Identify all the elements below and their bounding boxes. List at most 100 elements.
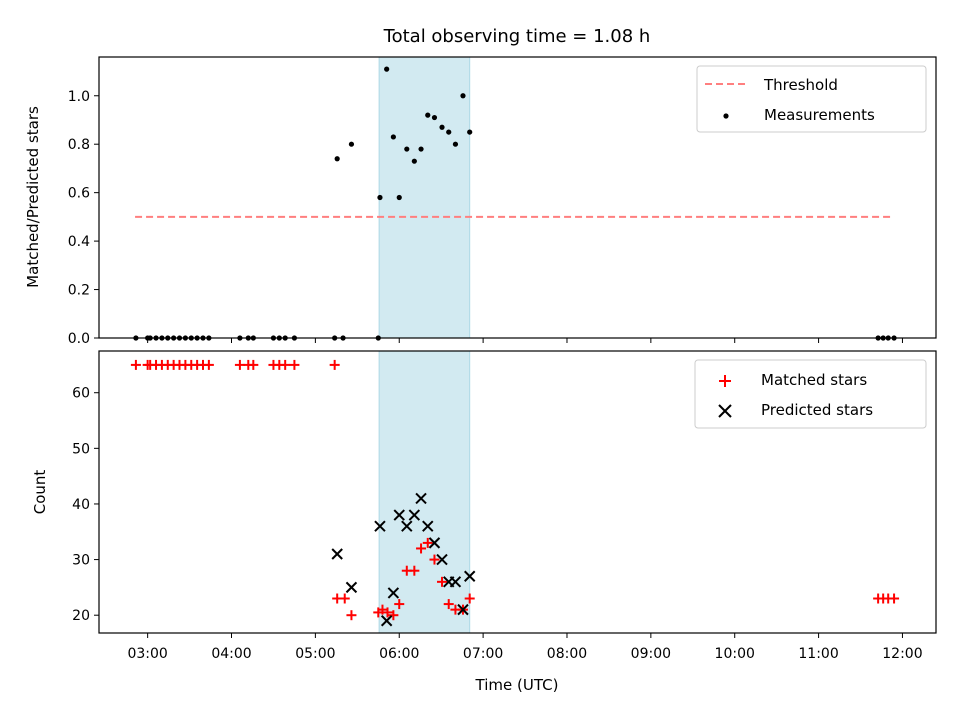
predicted-star-stroke xyxy=(449,576,462,588)
predicted-star-stroke xyxy=(387,587,400,599)
matched-star-point xyxy=(377,604,388,615)
bottom-highlight-span xyxy=(378,350,471,634)
matched-star-point xyxy=(388,610,399,621)
x-tick-label: 11:00 xyxy=(798,646,838,662)
matched-star-point xyxy=(416,543,427,554)
legend-predicted-swatch xyxy=(718,404,732,418)
x-tick-label: 09:00 xyxy=(631,646,671,662)
predicted-star-stroke xyxy=(436,553,448,566)
predicted-star-stroke xyxy=(393,509,405,521)
top-x-ticks xyxy=(147,338,903,343)
measurement-point xyxy=(431,114,438,121)
measurement-point xyxy=(384,66,390,72)
y-tick-label: 20 xyxy=(72,608,90,624)
matched-star-point xyxy=(889,593,900,604)
highlight-span-rect xyxy=(378,350,471,634)
measurement-point xyxy=(411,158,417,164)
legend-threshold-label: Threshold xyxy=(763,76,838,94)
legend-matched-label: Matched stars xyxy=(761,371,867,389)
predicted-star-point xyxy=(401,520,413,532)
predicted-star-point xyxy=(331,548,343,560)
predicted-star-point xyxy=(449,576,462,588)
y-tick-label: 50 xyxy=(72,441,90,457)
measurement-point xyxy=(404,146,410,152)
measurement-point xyxy=(334,156,340,162)
bottom-y-axis: 20 30 40 50 60 xyxy=(72,386,99,624)
matched-star-point xyxy=(346,610,357,621)
predicted-star-point xyxy=(393,509,405,521)
x-tick-label: 10:00 xyxy=(715,646,755,662)
y-tick-label: 40 xyxy=(72,497,90,513)
predicted-star-point xyxy=(463,570,476,582)
predicted-stars-points xyxy=(331,492,476,627)
matched-star-point xyxy=(339,593,350,604)
matched-star-point xyxy=(464,593,475,604)
measurement-point xyxy=(418,146,424,152)
chart-title: Total observing time = 1.08 h xyxy=(383,26,651,47)
x-tick-label: 05:00 xyxy=(295,646,335,662)
bottom-legend: Matched stars Predicted stars xyxy=(694,359,927,429)
bottom-plot-frame xyxy=(98,350,937,634)
predicted-star-stroke xyxy=(428,537,441,549)
measurement-point xyxy=(390,134,396,140)
measurement-point xyxy=(439,124,445,130)
y-tick-label: 1.0 xyxy=(68,89,90,105)
matched-star-point xyxy=(280,359,291,370)
y-tick-label: 0.8 xyxy=(68,137,90,153)
measurement-point xyxy=(467,129,473,135)
matched-star-point xyxy=(382,607,393,618)
matched-stars-points xyxy=(130,359,900,621)
legend-measurements-swatch xyxy=(723,113,729,119)
top-y-axis: 0.0 0.2 0.4 0.6 0.8 1.0 xyxy=(68,89,99,347)
x-tick-label: 08:00 xyxy=(547,646,587,662)
y-tick-label: 0.2 xyxy=(68,283,90,299)
measurement-point xyxy=(348,141,355,147)
top-panel: 0.0 0.2 0.4 0.6 0.8 1.0 Matched/Predicted sta… xyxy=(24,56,937,347)
predicted-star-stroke xyxy=(415,492,427,505)
matched-star-point xyxy=(248,359,259,370)
predicted-star-point xyxy=(422,520,434,532)
top-plot-frame xyxy=(98,56,937,339)
legend-measurements-label: Measurements xyxy=(764,106,875,124)
top-y-axis-label: Matched/Predicted stars xyxy=(24,106,42,288)
measurement-point xyxy=(452,141,459,147)
predicted-star-stroke xyxy=(457,603,469,616)
predicted-star-point xyxy=(345,581,358,594)
matched-star-point xyxy=(329,359,340,370)
y-tick-label: 60 xyxy=(72,386,90,402)
measurement-point xyxy=(425,112,431,118)
y-tick-label: 30 xyxy=(72,553,90,569)
predicted-star-stroke xyxy=(345,581,358,594)
matched-star-point xyxy=(437,576,448,587)
predicted-star-point xyxy=(387,587,400,599)
legend-predicted-label: Predicted stars xyxy=(761,401,873,419)
x-tick-label: 07:00 xyxy=(463,646,503,662)
legend-matched-swatch xyxy=(719,375,731,387)
y-tick-label: 0.6 xyxy=(68,186,90,202)
matched-star-point xyxy=(234,359,245,370)
predicted-star-stroke xyxy=(463,570,476,582)
predicted-star-stroke xyxy=(422,520,434,532)
highlight-span-rect xyxy=(378,56,471,339)
matched-star-point xyxy=(130,359,141,370)
predicted-star-stroke xyxy=(374,520,386,532)
measurement-point xyxy=(377,194,383,201)
predicted-star-point xyxy=(415,492,427,505)
x-tick-label: 06:00 xyxy=(379,646,419,662)
bottom-legend-box xyxy=(694,359,927,429)
matched-star-point xyxy=(289,359,300,370)
predicted-star-stroke xyxy=(401,520,413,532)
y-tick-label: 0.0 xyxy=(68,331,90,347)
predicted-star-stroke xyxy=(331,548,343,560)
predicted-star-point xyxy=(428,537,441,549)
predicted-star-stroke xyxy=(408,509,421,521)
measurement-point xyxy=(446,129,452,135)
matched-star-point xyxy=(203,359,214,370)
bottom-y-axis-label: Count xyxy=(31,470,49,515)
matched-star-point xyxy=(422,537,433,548)
bottom-panel: 20 30 40 50 60 03:00 04:00 05:00 06:00 07:00 08:0… xyxy=(31,350,937,694)
predicted-star-point xyxy=(380,615,393,627)
x-tick-label: 04:00 xyxy=(211,646,251,662)
top-highlight-span xyxy=(378,56,471,339)
